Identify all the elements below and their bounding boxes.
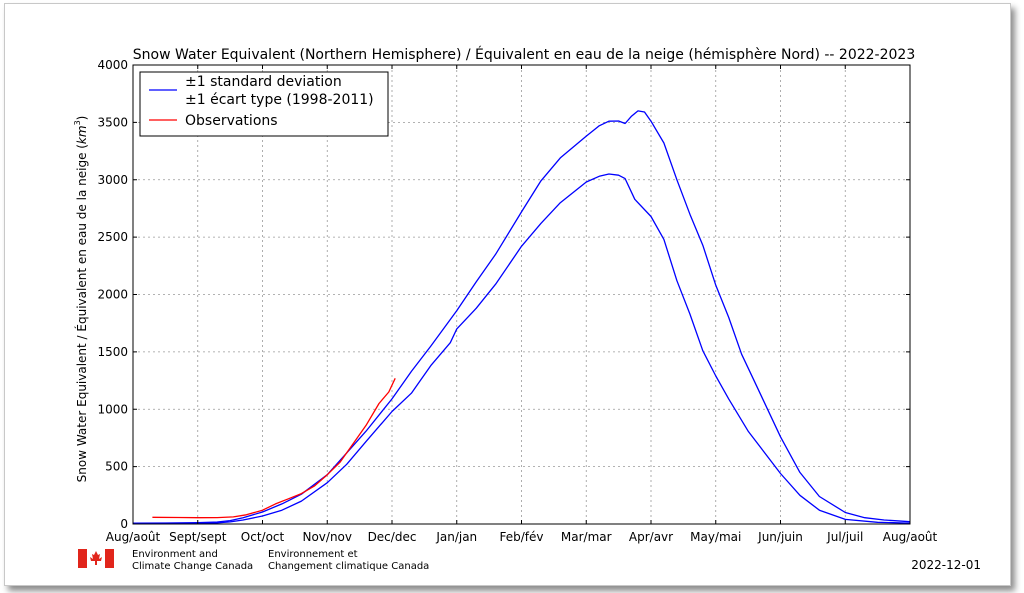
x-tick-label: Mar/mar [561,530,612,544]
series-group [132,110,911,525]
report-date: 2022-12-01 [911,558,981,572]
grid [133,65,910,524]
legend-std-label-1: ±1 standard deviation [185,74,342,90]
y-tick-label: 500 [105,460,128,474]
y-tick-label: 3500 [97,115,128,129]
series-line-obs [152,378,396,519]
legend-box [139,71,389,137]
org-en-line-1: Environment and [132,549,218,560]
y-axis-label-unit-exp: 3 [73,120,82,125]
x-tick-label: Aug/août [883,530,938,544]
x-tick-label: Jan/jan [435,530,477,544]
series-line-upper [132,110,911,524]
y-axis-label-close: ) [75,116,89,121]
x-tick-label: Oct/oct [241,530,285,544]
x-tick-label: Aug/août [106,530,161,544]
y-tick-label: 4000 [97,58,128,72]
y-tick-label: 1500 [97,345,128,359]
legend-std-label-2: ±1 écart type (1998-2011) [185,92,374,108]
y-axis-label-unit: km [75,125,89,144]
x-tick-label: Nov/nov [302,530,352,544]
y-tick-label: 3000 [97,173,128,187]
y-axis-label-text: Snow Water Equivalent / Équivalent en ea… [74,144,89,482]
axis-ticks: Aug/août Sept/sept Oct/oct Nov/nov Dec/dec Ja… [97,58,937,544]
y-tick-label: 2500 [97,230,128,244]
chart-frame: Snow Water Equivalent (Northern Hemisphe… [4,3,1011,586]
legend: ±1 standard deviation ±1 écart type (199… [139,71,389,137]
chart-title: Snow Water Equivalent (Northern Hemisphe… [133,46,915,63]
org-fr-line-1: Environnement et [268,549,358,560]
x-tick-label: Jun/juin [757,530,803,544]
x-tick-label: Sept/sept [169,530,227,544]
chart-svg: Snow Water Equivalent (Northern Hemisphe… [73,46,981,572]
org-en-line-2: Climate Change Canada [132,561,253,572]
x-tick-label: May/mai [690,530,741,544]
y-axis-label: Snow Water Equivalent / Équivalent en ea… [73,116,89,483]
x-tick-label: Dec/dec [368,530,417,544]
x-tick-label: Jul/juil [826,530,863,544]
y-tick-label: 0 [120,517,128,531]
y-tick-label: 2000 [97,288,128,302]
x-tick-label: Feb/fév [500,530,544,544]
org-fr-line-2: Changement climatique Canada [268,561,429,572]
x-tick-label: Apr/avr [629,530,673,544]
y-tick-label: 1000 [97,402,128,416]
canada-flag-logo [78,549,114,568]
series-line-lower [132,173,911,525]
legend-obs-label: Observations [185,113,278,129]
